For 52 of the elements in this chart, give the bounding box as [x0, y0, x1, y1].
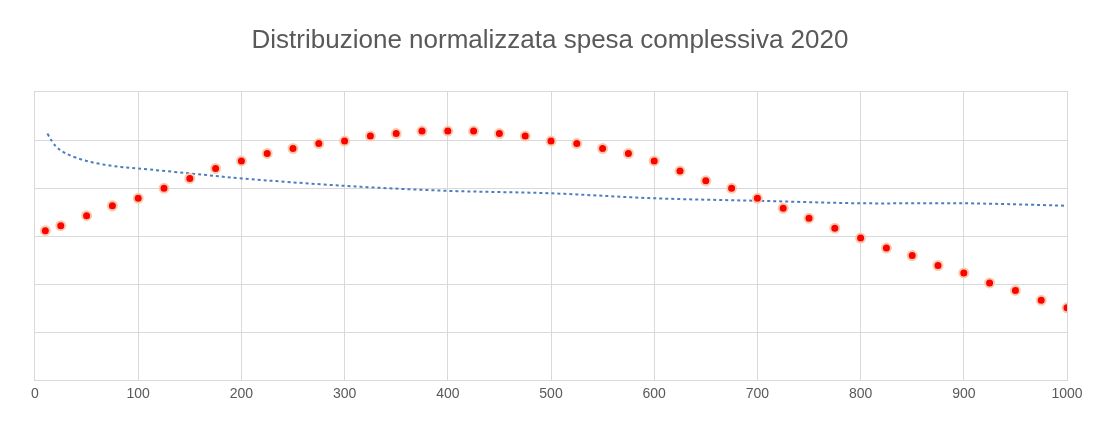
point — [519, 130, 531, 142]
point — [1035, 294, 1047, 306]
point — [287, 143, 299, 154]
point — [364, 130, 376, 142]
x-tick-label: 900 — [952, 384, 976, 401]
point — [855, 232, 867, 244]
point — [158, 182, 170, 194]
point — [751, 192, 763, 204]
point — [132, 192, 144, 204]
point — [984, 277, 996, 289]
point — [545, 135, 557, 147]
point — [442, 125, 454, 137]
point — [829, 222, 841, 234]
x-tick-label: 800 — [848, 384, 873, 401]
point — [39, 225, 51, 237]
x-tick-label: 200 — [229, 384, 254, 401]
point — [726, 182, 738, 194]
point — [106, 200, 118, 212]
point — [571, 138, 583, 150]
point — [313, 138, 325, 150]
point — [932, 260, 944, 271]
x-tick-label: 300 — [332, 384, 357, 401]
x-tick-label: 700 — [745, 384, 770, 401]
point — [648, 155, 660, 167]
point — [235, 155, 247, 167]
point — [261, 147, 273, 159]
point — [339, 135, 351, 147]
chart-title: Distribuzione normalizzata spesa complessiva 2020 — [251, 23, 849, 54]
point — [880, 242, 892, 254]
point — [493, 128, 505, 140]
point — [390, 128, 402, 140]
point — [906, 250, 918, 262]
point — [597, 143, 609, 154]
point — [1009, 284, 1021, 296]
x-tick-label: 400 — [436, 384, 460, 401]
x-tick-label: 0 — [31, 384, 40, 401]
point — [184, 172, 196, 184]
point — [210, 162, 222, 174]
point — [674, 165, 686, 177]
point — [777, 202, 789, 214]
point — [55, 220, 67, 232]
point — [958, 267, 970, 279]
point — [803, 212, 815, 224]
point — [81, 210, 93, 222]
point — [468, 125, 480, 137]
x-tick-label: 1000 — [1051, 384, 1083, 401]
point — [622, 147, 634, 159]
x-tick-label: 600 — [642, 384, 667, 401]
x-tick-label: 500 — [539, 384, 563, 401]
x-tick-label: 100 — [126, 384, 151, 401]
point — [416, 125, 428, 137]
point — [700, 175, 712, 187]
